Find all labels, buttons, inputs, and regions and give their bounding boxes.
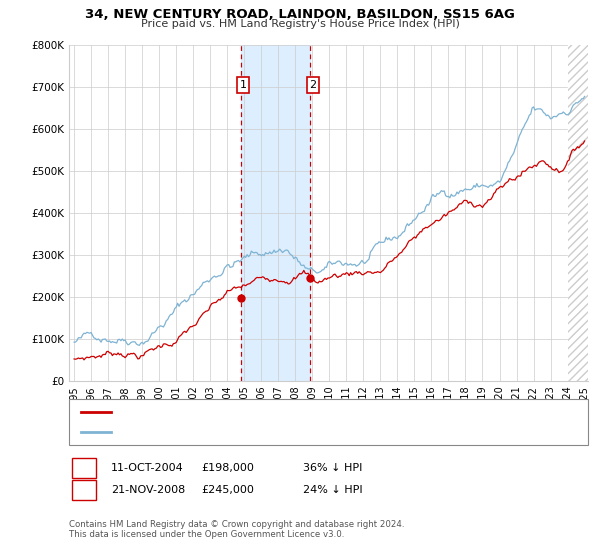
Bar <box>568 45 593 381</box>
Text: 2: 2 <box>310 80 317 90</box>
Text: £245,000: £245,000 <box>201 485 254 495</box>
Text: 1: 1 <box>80 461 88 474</box>
Text: 34, NEW CENTURY ROAD, LAINDON, BASILDON, SS15 6AG (detached house): 34, NEW CENTURY ROAD, LAINDON, BASILDON,… <box>120 407 500 417</box>
Text: £198,000: £198,000 <box>201 463 254 473</box>
Text: 24% ↓ HPI: 24% ↓ HPI <box>303 485 362 495</box>
Bar <box>568 45 593 381</box>
Text: 11-OCT-2004: 11-OCT-2004 <box>111 463 184 473</box>
Text: 34, NEW CENTURY ROAD, LAINDON, BASILDON, SS15 6AG: 34, NEW CENTURY ROAD, LAINDON, BASILDON,… <box>85 8 515 21</box>
Text: 21-NOV-2008: 21-NOV-2008 <box>111 485 185 495</box>
Text: Price paid vs. HM Land Registry's House Price Index (HPI): Price paid vs. HM Land Registry's House … <box>140 19 460 29</box>
Text: 2: 2 <box>80 483 88 497</box>
Text: HPI: Average price, detached house, Basildon: HPI: Average price, detached house, Basi… <box>120 427 347 437</box>
Text: Contains HM Land Registry data © Crown copyright and database right 2024.: Contains HM Land Registry data © Crown c… <box>69 520 404 529</box>
Bar <box>241 45 310 381</box>
Text: 1: 1 <box>239 80 247 90</box>
Text: 36% ↓ HPI: 36% ↓ HPI <box>303 463 362 473</box>
Text: This data is licensed under the Open Government Licence v3.0.: This data is licensed under the Open Gov… <box>69 530 344 539</box>
